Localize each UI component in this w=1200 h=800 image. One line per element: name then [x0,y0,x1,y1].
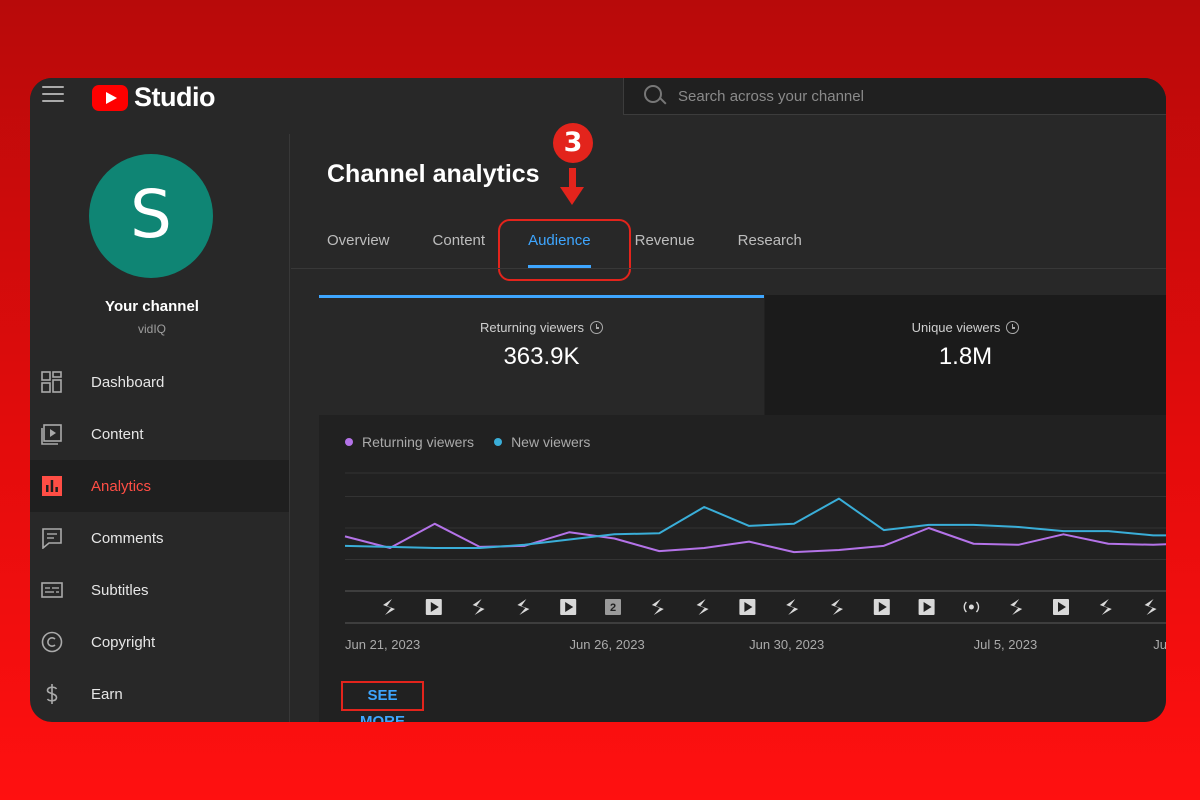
sidebar-item-dashboard[interactable]: Dashboard [30,356,289,408]
legend-dot-returning [345,438,353,446]
analytics-tabs: Overview Content Audience Revenue Resear… [327,232,802,268]
youtube-studio-logo[interactable]: Studio [92,82,215,113]
channel-handle: vidIQ [137,322,166,336]
live-wave-icon [963,601,980,613]
sidebar-item-label: Comments [91,529,164,547]
play-icon [565,602,574,612]
shorts-marker-icon [696,599,709,615]
x-tick-label: Jul 5, 2023 [974,637,1038,652]
legend-item-new: New viewers [494,434,590,450]
shorts-marker-icon [517,599,530,615]
search-input[interactable] [678,87,1078,105]
sidebar-item-content[interactable]: Content [30,408,289,460]
subtitles-icon [41,582,63,598]
clock-icon [590,321,604,334]
x-tick-label: Jun 21, 2023 [345,637,420,652]
chart-legend: Returning viewers New viewers [345,434,610,450]
legend-label: Returning viewers [362,434,475,450]
main-content: Channel analytics 3 Overview Content Aud… [291,123,1166,722]
tab-research[interactable]: Research [737,232,802,249]
shorts-marker-icon [472,599,485,615]
sidebar-item-label: Content [91,425,144,443]
step-number-badge: 3 [553,123,593,163]
annotation-arrow-shaft [569,168,576,190]
tab-content[interactable]: Content [432,232,486,249]
page-title: Channel analytics [327,160,540,188]
sidebar-item-comments[interactable]: Comments [30,512,289,564]
play-icon [878,602,887,612]
clock-icon [1006,321,1020,334]
tabs-divider [291,268,1166,269]
earn-icon [46,684,58,704]
metric-returning-viewers[interactable]: Returning viewers 363.9K [319,295,764,415]
metric-label: Returning viewers [479,320,585,335]
x-tick-label: Jun 26, 2023 [570,637,645,652]
tab-overview[interactable]: Overview [327,232,390,249]
hamburger-menu-icon[interactable] [42,86,64,102]
content-icon [41,424,62,445]
legend-label: New viewers [511,434,591,450]
sidebar-item-subtitles[interactable]: Subtitles [30,564,289,616]
see-more-button[interactable]: SEE MORE [341,681,424,722]
metric-label: Unique viewers [911,320,1001,335]
play-icon [430,602,439,612]
sidebar-item-label: Subtitles [91,581,149,599]
shorts-marker-icon [1144,599,1157,615]
sidebar: S Your channel vidIQ Dashboard Conten [30,134,290,722]
sidebar-item-analytics[interactable]: Analytics [30,460,289,512]
channel-name: Your channel [105,298,199,315]
play-icon [923,602,932,612]
channel-avatar[interactable]: S [89,154,213,278]
series-line-new-viewers [344,497,1166,549]
line-chart: 2 Jun 21, 2023 Jun 26, 2023 Jun 30, 2023 Jul… [344,472,1166,652]
top-bar: Studio [30,78,1166,134]
analytics-icon [42,476,62,496]
count-marker-label: 2 [610,602,616,614]
metric-value: 1.8M [938,343,993,370]
sidebar-item-label: Analytics [91,477,152,495]
play-icon [744,602,753,612]
x-tick-label: Jul 9, 2023 [1153,637,1166,652]
logo-text: Studio [134,82,215,112]
sidebar-item-label: Earn [91,685,123,703]
sidebar-item-label: Dashboard [91,373,165,391]
search-bar[interactable] [623,78,1166,115]
sidebar-item-label: Copyright [91,633,156,651]
legend-item-returning: Returning viewers [345,434,474,450]
sidebar-item-copyright[interactable]: Copyright [30,616,289,668]
shorts-marker-icon [651,599,664,615]
count-marker-icon [605,599,621,615]
tab-audience[interactable]: Audience [528,232,591,268]
dashboard-icon [41,371,62,393]
metric-unique-viewers[interactable]: Unique viewers 1.8M [765,295,1166,415]
sidebar-item-earn[interactable]: Earn [30,668,289,720]
x-tick-label: Jun 30, 2023 [749,637,824,652]
copyright-icon [41,631,63,653]
annotation-arrow-down-icon [560,187,584,205]
tab-revenue[interactable]: Revenue [634,232,695,249]
sidebar-nav: Dashboard Content Analytics [30,356,289,720]
legend-dot-new [494,438,503,446]
play-icon [1058,602,1066,612]
shorts-marker-icon [1010,599,1023,615]
analytics-card: Returning viewers 363.9K Unique viewers … [319,295,1166,722]
shorts-marker-icon [383,599,395,615]
metric-value: 363.9K [503,343,580,370]
youtube-logo-icon [92,84,128,111]
live-marker-icon [968,604,974,610]
comments-icon [42,528,62,549]
studio-window: Studio S Your channel vidIQ Dashboard [30,78,1166,722]
shorts-marker-icon [786,599,799,615]
shorts-marker-icon [1099,599,1112,615]
shorts-marker-icon [831,599,843,615]
search-icon[interactable] [638,78,674,114]
